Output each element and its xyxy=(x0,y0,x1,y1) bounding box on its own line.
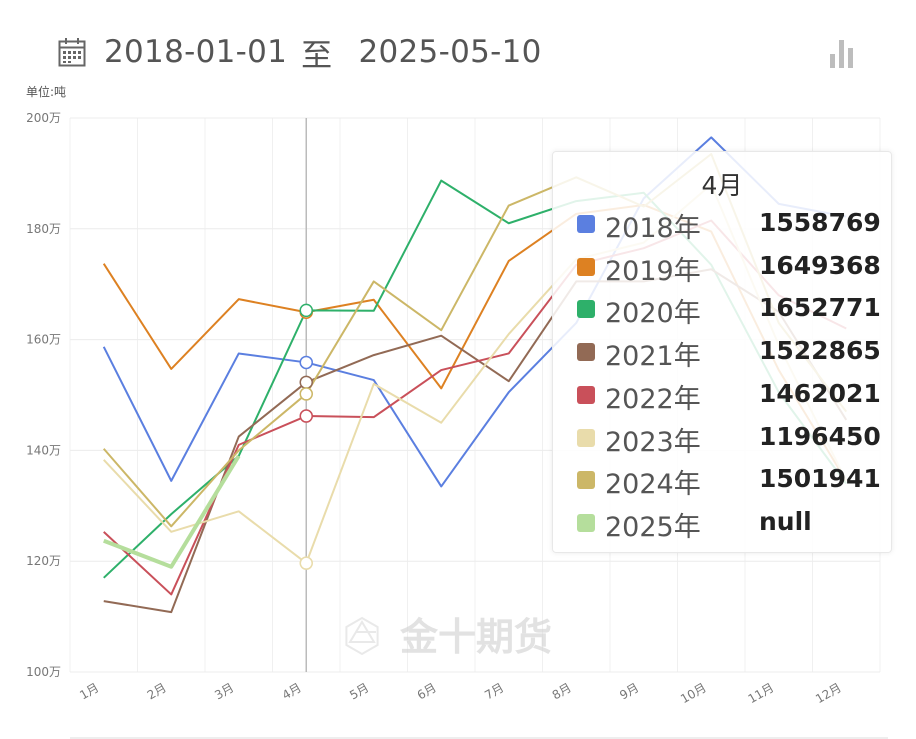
bottom-divider xyxy=(70,737,888,739)
tooltip-series-value: 1649368 xyxy=(759,250,881,280)
tooltip-row: 2023年 1196450 xyxy=(577,418,881,458)
tooltip-series-name: 2018年 xyxy=(605,213,701,244)
tooltip-row: 2021年 1522865 xyxy=(577,332,881,373)
x-tick-label: 10月 xyxy=(678,680,709,706)
x-tick-label: 12月 xyxy=(813,680,844,706)
highlight-point-2023年 xyxy=(299,556,313,570)
y-tick-label: 120万 xyxy=(26,554,61,568)
legend-swatch xyxy=(577,257,595,276)
tooltip-series-value: null xyxy=(759,506,812,536)
tooltip-series-name: 2023年 xyxy=(605,426,701,458)
x-tick-label: 7月 xyxy=(482,680,506,702)
highlight-point-2022年 xyxy=(299,409,313,423)
tooltip-series-name: 2025年 xyxy=(605,511,701,543)
tooltip-series-name: 2020年 xyxy=(605,298,701,330)
tooltip-series-name: 2019年 xyxy=(605,255,701,287)
y-tick-label: 140万 xyxy=(26,443,61,457)
legend-swatch xyxy=(577,385,595,404)
tooltip-row: 2018年 1558769 xyxy=(577,204,881,244)
legend-swatch xyxy=(577,215,595,233)
y-tick-label: 160万 xyxy=(26,333,61,347)
series-line-2025年 xyxy=(103,454,241,569)
tooltip-row: 2025年 null xyxy=(577,503,877,543)
tooltip-series-value: 1462021 xyxy=(759,378,881,408)
tooltip-series-name: 2024年 xyxy=(605,469,701,501)
legend-swatch xyxy=(577,300,595,319)
start-date[interactable]: 2018-01-01 xyxy=(104,34,288,70)
date-separator: 至 xyxy=(301,37,333,74)
series-line-2018年 xyxy=(102,136,847,488)
x-tick-label: 4月 xyxy=(280,680,304,702)
date-range-header[interactable]: 2018-01-01 至 2025-05-10 xyxy=(58,28,542,76)
x-tick-label: 9月 xyxy=(617,680,641,702)
watermark-text: 金十期货 xyxy=(399,615,552,659)
highlight-point-2021年 xyxy=(299,375,313,390)
x-tick-label: 5月 xyxy=(347,680,371,702)
tooltip-row: 2024年 1501941 xyxy=(577,460,881,501)
legend-swatch xyxy=(577,343,595,362)
tooltip-series-value: 1558769 xyxy=(759,208,881,237)
y-tick-label: 100万 xyxy=(26,665,61,679)
tooltip-title: 4月 xyxy=(701,171,743,200)
end-date[interactable]: 2025-05-10 xyxy=(358,34,542,70)
jin10-logo-icon xyxy=(345,616,379,656)
x-tick-label: 1月 xyxy=(77,680,101,702)
x-tick-label: 8月 xyxy=(550,680,574,702)
bar-chart-icon[interactable] xyxy=(829,38,859,68)
highlight-point-2024年 xyxy=(299,387,313,401)
tooltip-row: 2019年 1649368 xyxy=(577,247,881,287)
x-tick-label: 11月 xyxy=(746,680,777,706)
legend-swatch xyxy=(577,471,595,490)
calendar-icon[interactable] xyxy=(58,37,86,67)
tooltip-series-name: 2022年 xyxy=(605,383,701,415)
tooltip-series-value: 1196450 xyxy=(759,421,881,451)
x-tick-label: 2月 xyxy=(145,680,169,702)
highlight-point-2020年 xyxy=(299,303,313,318)
unit-label: 单位:吨 xyxy=(26,84,66,99)
x-tick-label: 6月 xyxy=(415,680,439,702)
x-tick-label: 3月 xyxy=(212,680,236,702)
y-tick-label: 180万 xyxy=(26,222,61,236)
legend-swatch xyxy=(577,513,595,532)
tooltip: 4月 2018年 1558769 2019年 1649368 2020年 1652771 2… xyxy=(552,151,892,553)
tooltip-series-value: 1522865 xyxy=(759,336,881,366)
tooltip-row: 2022年 1462021 xyxy=(577,375,881,415)
tooltip-series-name: 2021年 xyxy=(605,341,701,373)
highlight-point-2018年 xyxy=(299,355,313,370)
tooltip-series-value: 1501941 xyxy=(759,464,881,494)
tooltip-series-value: 1652771 xyxy=(759,293,881,323)
tooltip-row: 2020年 1652771 xyxy=(577,289,881,330)
y-tick-label: 200万 xyxy=(26,111,61,125)
legend-swatch xyxy=(577,428,595,447)
